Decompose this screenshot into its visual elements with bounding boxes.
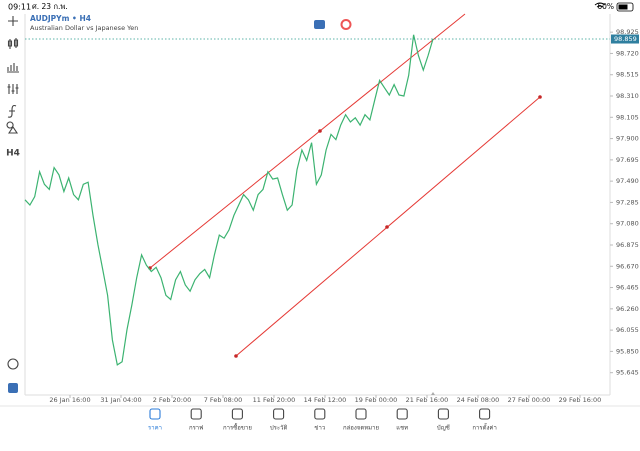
y-tick-label: 97.285 <box>616 198 639 206</box>
nav-label[interactable]: ข่าว <box>314 425 325 432</box>
nav-item[interactable]: ข่าว <box>314 408 326 432</box>
y-tick-label: 96.875 <box>616 241 639 249</box>
y-tick-label: 96.465 <box>616 284 639 292</box>
nav-item[interactable]: ประวัติ <box>270 408 288 432</box>
y-tick-label: 96.670 <box>616 262 639 270</box>
indicators-tool[interactable] <box>7 63 19 73</box>
y-tick-label: 98.105 <box>616 113 639 121</box>
y-tick-label: 97.080 <box>616 220 639 228</box>
y-tick-label: 98.310 <box>616 92 639 100</box>
nav-item[interactable]: กล่องจดหมาย <box>343 408 379 432</box>
symbol-label: AUDJPYm • H4 <box>30 14 91 23</box>
y-tick-label: 96.260 <box>616 305 639 313</box>
x-tick-label: 19 Feb 00:00 <box>355 396 398 404</box>
nav-item[interactable]: บัญชี <box>437 408 450 432</box>
y-tick-label: 95.645 <box>616 369 639 377</box>
status-battery: 60% <box>597 2 614 11</box>
nav-label[interactable]: บัญชี <box>437 424 450 432</box>
app-logo <box>8 383 18 393</box>
symbol-description: Australian Dollar vs Japanese Yen <box>30 24 138 32</box>
x-tick-label: 26 Jan 16:00 <box>49 396 90 404</box>
x-tick-label: 27 Feb 00:00 <box>508 396 551 404</box>
nav-icon[interactable] <box>479 408 491 420</box>
nav-label[interactable]: ราคา <box>148 425 162 432</box>
y-tick-label: 97.900 <box>616 135 639 143</box>
nav-label[interactable]: กราฟ <box>189 425 203 432</box>
y-tick-label: 98.515 <box>616 71 639 79</box>
nav-icon[interactable] <box>437 408 449 420</box>
nav-item[interactable]: แชท <box>396 408 408 432</box>
last-price-label: 98.859 <box>614 35 637 43</box>
nav-label[interactable]: การตั้งค่า <box>472 422 496 432</box>
nav-label[interactable]: การซื้อขาย <box>223 422 252 432</box>
battery-level <box>618 4 628 10</box>
x-tick-label: 11 Feb 20:00 <box>253 396 296 404</box>
settings-tool[interactable] <box>7 84 19 94</box>
trend-point[interactable] <box>318 129 322 133</box>
trend-point[interactable] <box>234 354 238 358</box>
y-tick-label: 98.720 <box>616 49 639 57</box>
trend-point[interactable] <box>385 225 389 229</box>
x-tick-label: 24 Feb 08:00 <box>457 396 500 404</box>
x-tick-label: 14 Feb 12:00 <box>304 396 347 404</box>
nav-item[interactable]: การตั้งค่า <box>472 408 497 432</box>
y-tick-label: 96.055 <box>616 326 639 334</box>
timeframe-button[interactable]: H4 <box>6 149 20 159</box>
nav-label[interactable]: ประวัติ <box>270 425 288 432</box>
nav-icon[interactable] <box>190 408 202 420</box>
nav-icon[interactable] <box>396 408 408 420</box>
nav-icon[interactable] <box>355 408 367 420</box>
x-tick-label: 29 Feb 16:00 <box>559 396 602 404</box>
x-tick-label: 21 Feb 16:00 <box>406 396 449 404</box>
nav-label[interactable]: แชท <box>396 425 408 432</box>
function-tool[interactable] <box>7 104 17 118</box>
speed-tool[interactable] <box>7 358 19 370</box>
nav-item[interactable]: การซื้อขาย <box>223 408 252 432</box>
objects-tool[interactable] <box>6 121 19 134</box>
y-tick-label: 97.490 <box>616 177 639 185</box>
nav-icon[interactable] <box>231 408 243 420</box>
x-tick-label: 7 Feb 08:00 <box>204 396 243 404</box>
crosshair-tool[interactable] <box>8 16 18 26</box>
nav-label[interactable]: กล่องจดหมาย <box>343 425 379 432</box>
trend-point[interactable] <box>538 95 542 99</box>
battery-icon <box>616 2 634 12</box>
x-tick-label: 2 Feb 20:00 <box>153 396 192 404</box>
nav-item[interactable]: ราคา <box>148 408 162 432</box>
scroll-marker <box>431 392 435 395</box>
wifi-icon <box>594 2 606 8</box>
y-tick-label: 95.850 <box>616 347 639 355</box>
nav-item[interactable]: กราฟ <box>189 408 203 432</box>
status-date: ศ. 23 ก.พ. <box>32 2 68 11</box>
trade-button[interactable] <box>314 20 325 29</box>
last-price-box <box>611 34 639 44</box>
status-time: 09:11 <box>8 3 31 12</box>
y-tick-label: 98.925 <box>616 28 639 36</box>
quick-button[interactable] <box>340 19 352 30</box>
chart-type-tool[interactable] <box>7 38 19 49</box>
y-tick-label: 97.695 <box>616 156 639 164</box>
nav-icon[interactable] <box>314 408 326 420</box>
price-line <box>24 34 434 366</box>
nav-icon[interactable] <box>149 408 161 420</box>
trend-line[interactable] <box>149 13 466 269</box>
x-tick-label: 31 Jan 04:00 <box>100 396 141 404</box>
nav-icon[interactable] <box>273 408 285 420</box>
